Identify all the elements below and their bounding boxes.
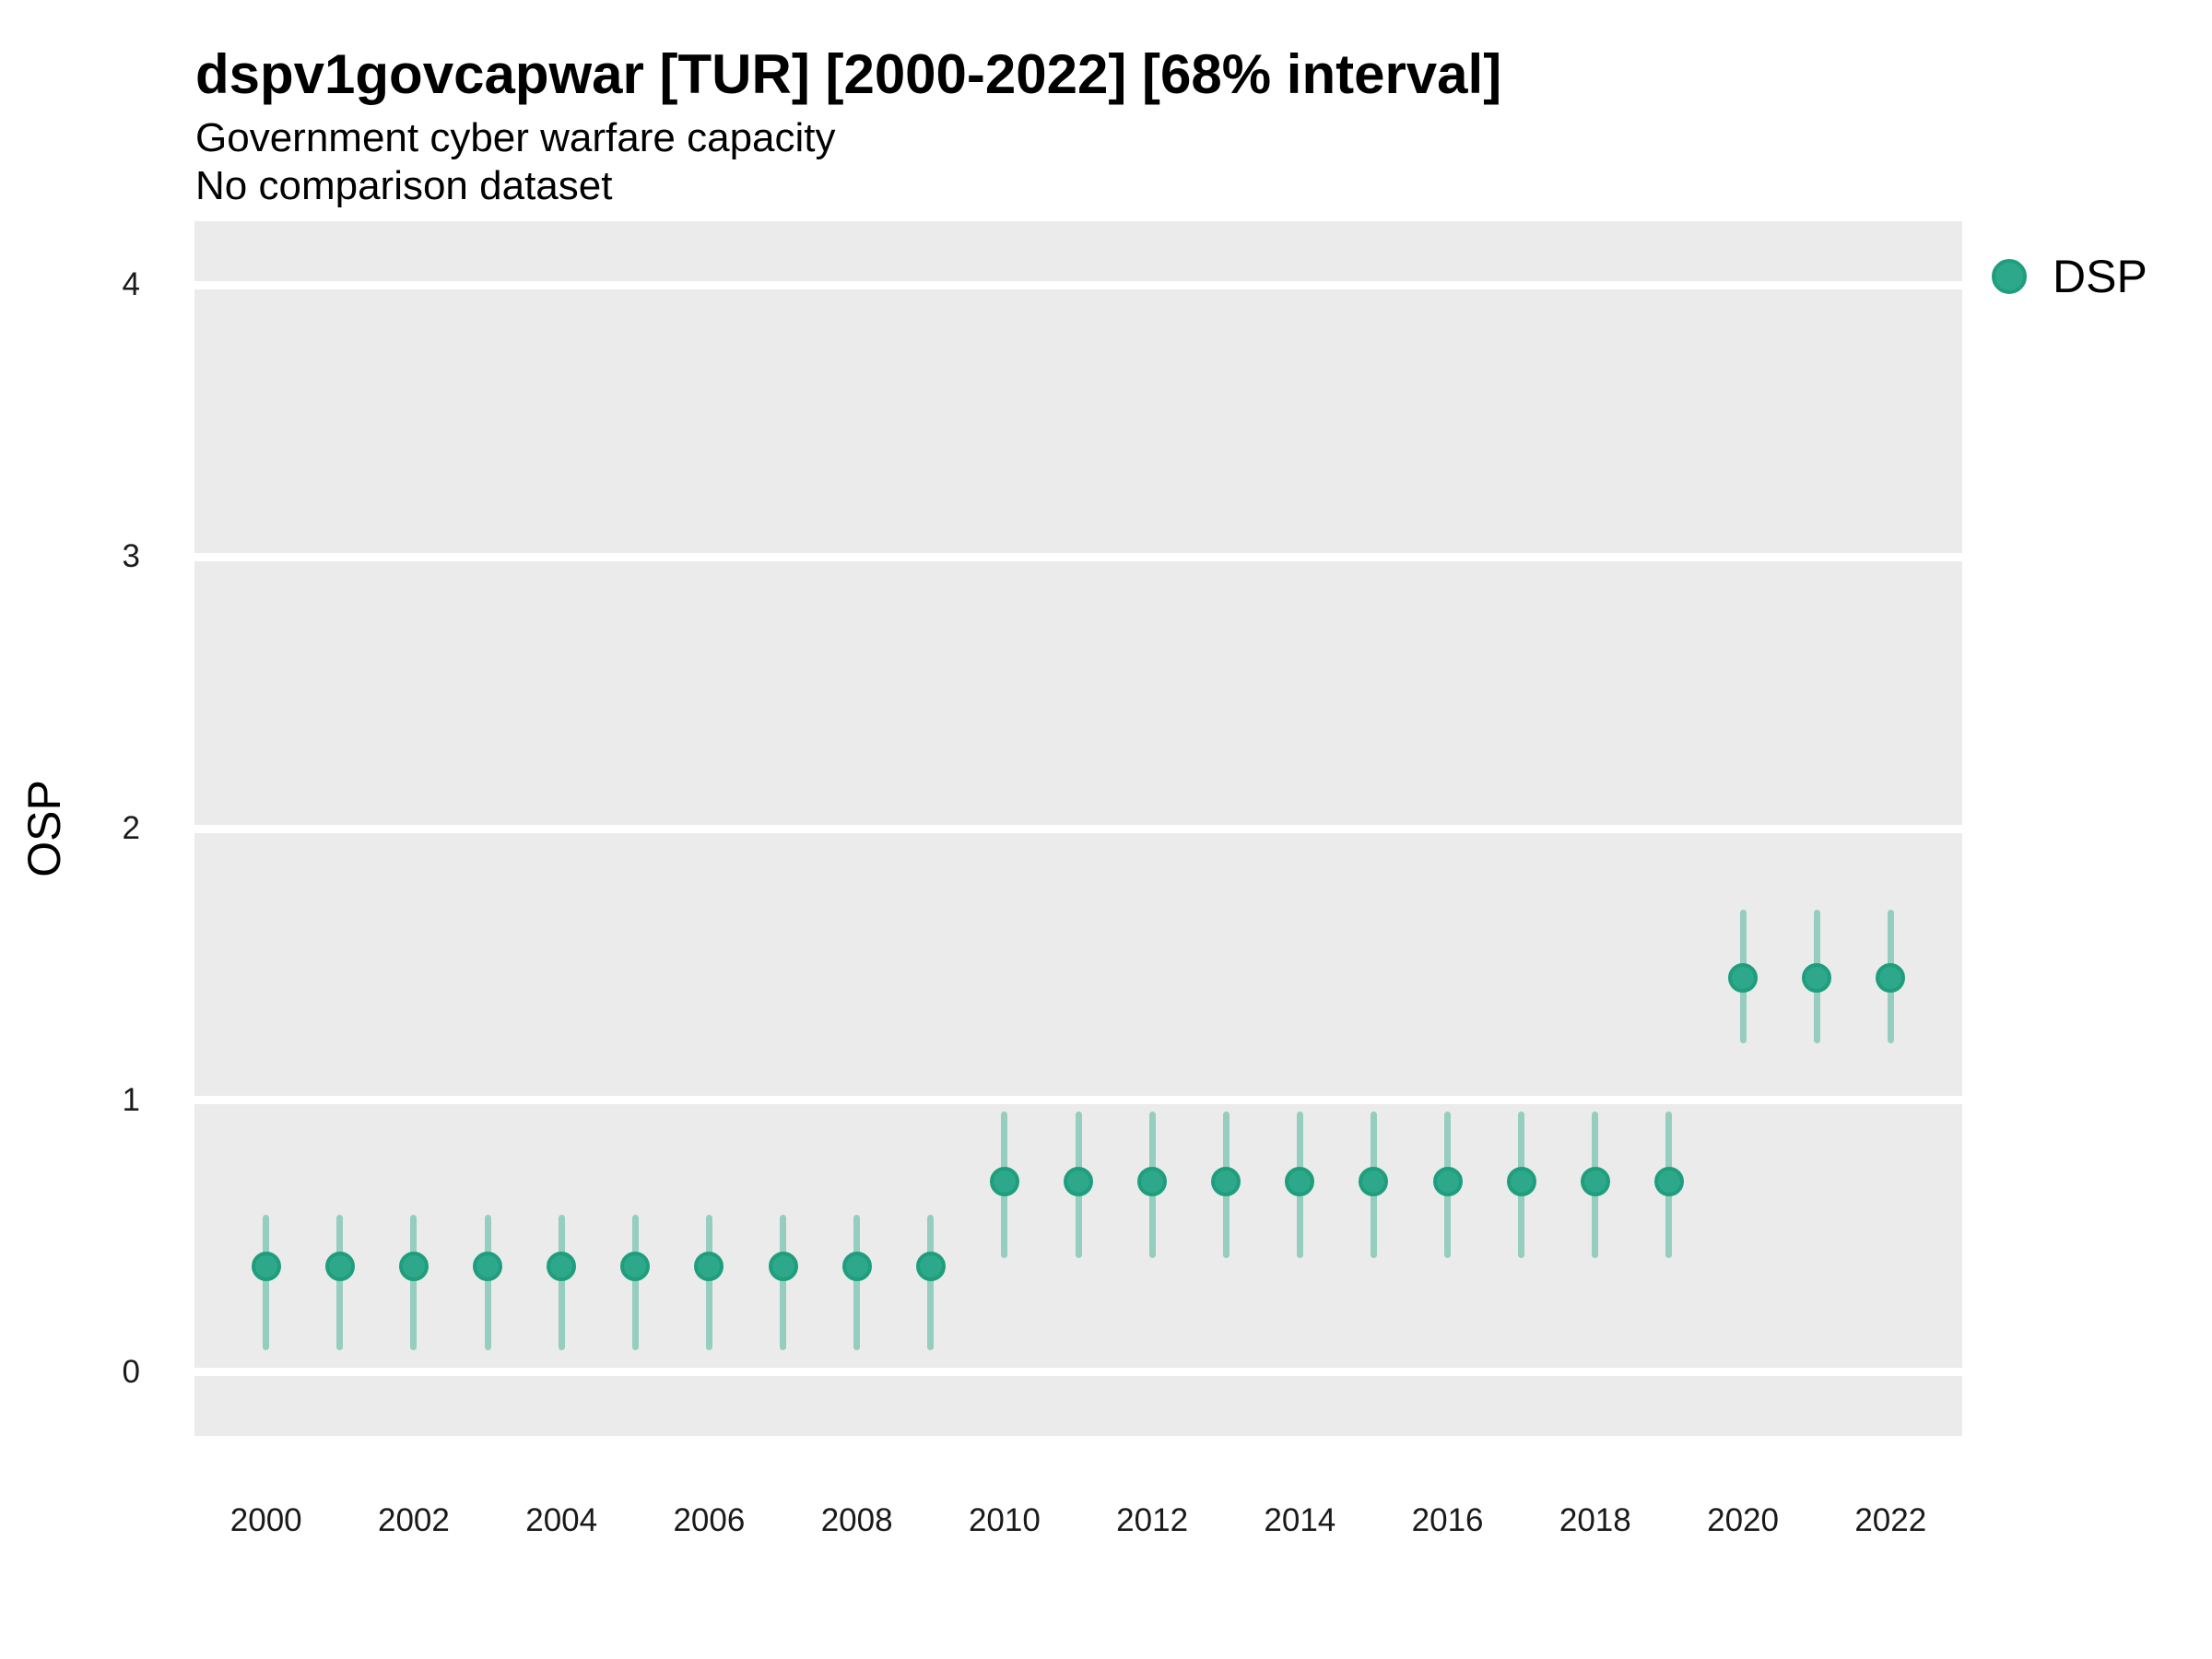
gridline-y-4 bbox=[194, 280, 1962, 289]
x-tick-label-2014: 2014 bbox=[1264, 1502, 1336, 1538]
y-tick-label-4: 4 bbox=[122, 266, 140, 303]
point-estimate-2016 bbox=[1432, 1167, 1463, 1197]
y-tick-label-1: 1 bbox=[122, 1081, 140, 1118]
y-tick-label-2: 2 bbox=[122, 810, 140, 846]
gridline-y-3 bbox=[194, 552, 1962, 561]
interval-bar-2003 bbox=[484, 1214, 491, 1351]
x-tick-label-2002: 2002 bbox=[378, 1502, 450, 1538]
y-tick-label-0: 0 bbox=[122, 1353, 140, 1390]
point-estimate-2022 bbox=[1876, 963, 1906, 994]
point-estimate-2008 bbox=[841, 1251, 872, 1281]
legend-point-marker-icon bbox=[1992, 259, 2027, 294]
interval-bar-2001 bbox=[336, 1214, 344, 1351]
interval-bar-2006 bbox=[705, 1214, 712, 1351]
x-tick-label-2008: 2008 bbox=[820, 1502, 893, 1538]
plot-panel bbox=[194, 221, 1962, 1436]
point-estimate-2006 bbox=[694, 1251, 724, 1281]
x-tick-label-2012: 2012 bbox=[1116, 1502, 1189, 1538]
x-tick-label-2006: 2006 bbox=[673, 1502, 746, 1538]
point-estimate-2010 bbox=[989, 1167, 1019, 1197]
x-tick-label-2020: 2020 bbox=[1707, 1502, 1779, 1538]
chart-subtitle-line2: No comparison dataset bbox=[195, 163, 613, 208]
point-estimate-2020 bbox=[1728, 963, 1759, 994]
interval-bar-2004 bbox=[558, 1214, 565, 1351]
interval-bar-2002 bbox=[410, 1214, 418, 1351]
x-tick-label-2018: 2018 bbox=[1559, 1502, 1631, 1538]
point-estimate-2017 bbox=[1506, 1167, 1536, 1197]
point-estimate-2005 bbox=[620, 1251, 651, 1281]
point-estimate-2000 bbox=[251, 1251, 281, 1281]
point-estimate-2011 bbox=[1064, 1167, 1093, 1197]
y-tick-label-3: 3 bbox=[122, 538, 140, 575]
x-tick-label-2000: 2000 bbox=[229, 1502, 302, 1538]
interval-bar-2009 bbox=[927, 1214, 935, 1351]
gridline-y-1 bbox=[194, 1096, 1962, 1105]
x-tick-label-2016: 2016 bbox=[1411, 1502, 1484, 1538]
point-estimate-2012 bbox=[1137, 1167, 1168, 1197]
point-estimate-2018 bbox=[1580, 1167, 1610, 1197]
point-estimate-2013 bbox=[1211, 1167, 1241, 1197]
legend: DSP bbox=[1992, 251, 2147, 302]
point-estimate-2009 bbox=[915, 1251, 946, 1281]
interval-bar-2000 bbox=[263, 1214, 270, 1351]
point-estimate-2021 bbox=[1802, 963, 1832, 994]
chart-title: dspv1govcapwar [TUR] [2000-2022] [68% in… bbox=[195, 43, 1502, 105]
gridline-y-0 bbox=[194, 1368, 1962, 1377]
x-tick-label-2022: 2022 bbox=[1854, 1502, 1927, 1538]
chart-subtitle: Government cyber warfare capacity No com… bbox=[195, 114, 836, 210]
point-estimate-2015 bbox=[1359, 1167, 1389, 1197]
point-estimate-2019 bbox=[1653, 1167, 1684, 1197]
gridline-y-2 bbox=[194, 824, 1962, 833]
point-estimate-2003 bbox=[473, 1251, 503, 1281]
point-estimate-2002 bbox=[398, 1251, 429, 1281]
legend-label: DSP bbox=[2053, 251, 2147, 302]
interval-bar-2005 bbox=[631, 1214, 639, 1351]
point-estimate-2001 bbox=[324, 1251, 355, 1281]
point-estimate-2007 bbox=[768, 1251, 798, 1281]
chart-subtitle-line1: Government cyber warfare capacity bbox=[195, 115, 836, 160]
x-tick-label-2004: 2004 bbox=[525, 1502, 598, 1538]
interval-bar-2008 bbox=[853, 1214, 861, 1351]
x-tick-label-2010: 2010 bbox=[968, 1502, 1041, 1538]
point-estimate-2004 bbox=[547, 1251, 577, 1281]
interval-bar-2007 bbox=[780, 1214, 787, 1351]
point-estimate-2014 bbox=[1285, 1167, 1315, 1197]
